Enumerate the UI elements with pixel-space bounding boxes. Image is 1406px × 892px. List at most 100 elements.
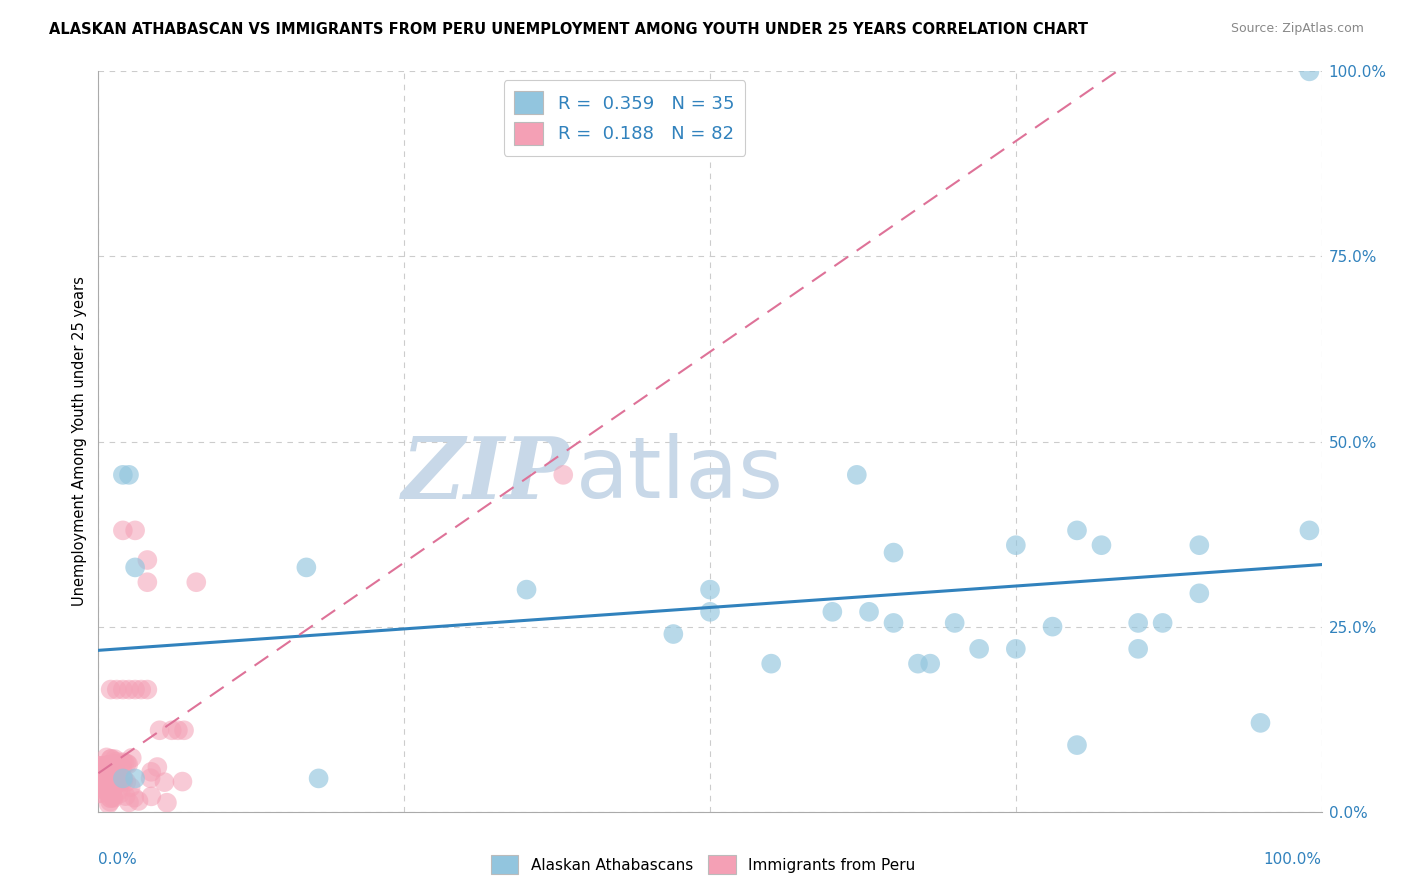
Point xyxy=(96,750,118,764)
Point xyxy=(1128,615,1150,630)
Point xyxy=(94,782,117,797)
Point xyxy=(1152,615,1174,630)
Point xyxy=(1298,64,1320,78)
Point xyxy=(136,682,159,697)
Text: 100.0%: 100.0% xyxy=(1264,853,1322,867)
Point xyxy=(127,794,149,808)
Point xyxy=(100,791,122,805)
Point xyxy=(858,605,880,619)
Point xyxy=(124,524,146,538)
Point xyxy=(100,752,122,766)
Point xyxy=(149,723,172,738)
Point xyxy=(105,777,128,791)
Point xyxy=(845,467,868,482)
Point xyxy=(91,768,114,782)
Point xyxy=(111,772,134,786)
Point xyxy=(112,772,135,786)
Point xyxy=(172,774,194,789)
Point xyxy=(100,762,122,776)
Point xyxy=(699,605,721,619)
Point xyxy=(104,756,127,771)
Point xyxy=(146,760,169,774)
Point xyxy=(139,771,162,785)
Point xyxy=(103,762,125,776)
Point xyxy=(97,757,120,772)
Point xyxy=(103,759,125,773)
Point xyxy=(100,776,122,790)
Point xyxy=(1188,586,1211,600)
Point xyxy=(101,790,124,805)
Point xyxy=(87,787,110,801)
Point xyxy=(1066,524,1088,538)
Point xyxy=(114,789,136,804)
Point xyxy=(124,682,146,697)
Point xyxy=(97,797,120,811)
Point xyxy=(104,759,127,773)
Point xyxy=(883,546,905,560)
Point xyxy=(553,467,575,482)
Text: ALASKAN ATHABASCAN VS IMMIGRANTS FROM PERU UNEMPLOYMENT AMONG YOUTH UNDER 25 YEA: ALASKAN ATHABASCAN VS IMMIGRANTS FROM PE… xyxy=(49,22,1088,37)
Point xyxy=(120,780,142,794)
Text: atlas: atlas xyxy=(575,434,783,516)
Point xyxy=(124,560,146,574)
Point xyxy=(97,765,120,780)
Point xyxy=(156,796,179,810)
Text: 0.0%: 0.0% xyxy=(98,853,138,867)
Point xyxy=(761,657,783,671)
Point xyxy=(907,657,929,671)
Point xyxy=(112,773,135,788)
Point xyxy=(1090,538,1112,552)
Point xyxy=(89,786,111,800)
Point xyxy=(1298,524,1320,538)
Point xyxy=(121,751,143,765)
Point xyxy=(118,467,141,482)
Point xyxy=(104,752,127,766)
Point xyxy=(105,682,128,697)
Point xyxy=(90,770,112,784)
Point xyxy=(104,765,127,780)
Point xyxy=(107,772,129,787)
Point xyxy=(118,682,141,697)
Point xyxy=(96,758,118,772)
Point xyxy=(141,789,163,804)
Point xyxy=(93,760,115,774)
Point xyxy=(98,795,121,809)
Point xyxy=(821,605,844,619)
Point xyxy=(101,777,124,791)
Point xyxy=(111,467,134,482)
Point xyxy=(153,775,176,789)
Point xyxy=(111,755,134,769)
Point xyxy=(1188,538,1211,552)
Point xyxy=(295,560,318,574)
Point xyxy=(97,763,120,777)
Point xyxy=(89,782,111,797)
Point xyxy=(515,582,537,597)
Point xyxy=(114,756,136,770)
Point xyxy=(110,786,132,800)
Text: Source: ZipAtlas.com: Source: ZipAtlas.com xyxy=(1230,22,1364,36)
Point xyxy=(186,575,208,590)
Point xyxy=(141,764,163,779)
Point xyxy=(94,775,117,789)
Point xyxy=(883,615,905,630)
Point xyxy=(118,796,141,810)
Point xyxy=(662,627,685,641)
Point xyxy=(115,775,138,789)
Point xyxy=(124,772,146,786)
Point xyxy=(115,756,138,771)
Point xyxy=(308,772,330,786)
Point xyxy=(117,757,139,772)
Legend: Alaskan Athabascans, Immigrants from Peru: Alaskan Athabascans, Immigrants from Per… xyxy=(485,849,921,880)
Legend: R =  0.359   N = 35, R =  0.188   N = 82: R = 0.359 N = 35, R = 0.188 N = 82 xyxy=(503,80,745,156)
Point xyxy=(100,682,122,697)
Point xyxy=(100,752,122,766)
Point xyxy=(89,781,111,796)
Point xyxy=(111,682,134,697)
Point xyxy=(111,524,134,538)
Point xyxy=(920,657,942,671)
Point xyxy=(1004,641,1026,656)
Point xyxy=(122,790,145,805)
Point xyxy=(98,780,121,795)
Point xyxy=(1128,641,1150,656)
Point xyxy=(136,575,159,590)
